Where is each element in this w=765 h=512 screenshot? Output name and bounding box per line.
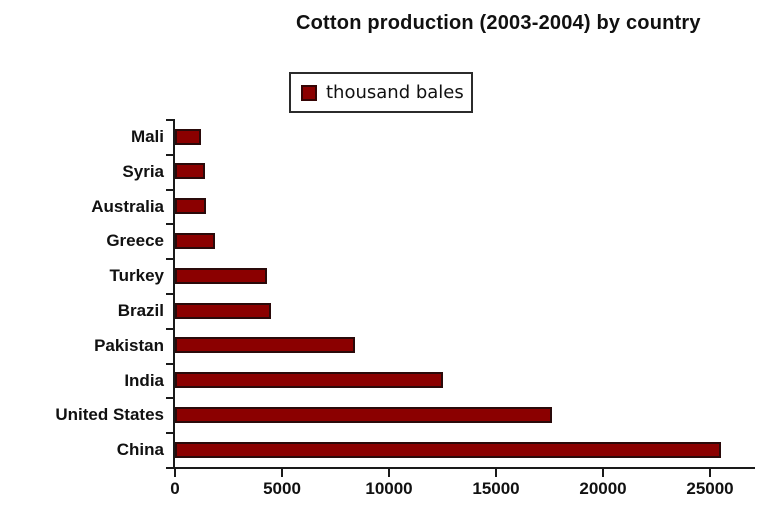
y-axis-tick xyxy=(166,397,174,399)
category-label-greece: Greece xyxy=(106,230,164,250)
category-label-pakistan: Pakistan xyxy=(94,335,164,355)
category-label-india: India xyxy=(124,370,164,390)
bar-mali xyxy=(175,129,201,145)
x-axis-tick xyxy=(174,469,176,477)
y-axis-tick xyxy=(166,119,174,121)
x-tick-label: 0 xyxy=(170,479,180,498)
legend: thousand bales xyxy=(289,72,473,113)
bar-syria xyxy=(175,163,205,179)
y-axis-tick xyxy=(166,432,174,434)
y-axis-tick xyxy=(166,189,174,191)
x-axis-line xyxy=(166,467,755,469)
bar-united-states xyxy=(175,407,552,423)
category-label-australia: Australia xyxy=(91,196,164,216)
y-axis-tick xyxy=(166,223,174,225)
category-label-mali: Mali xyxy=(130,126,164,146)
y-axis-tick xyxy=(166,258,174,260)
bar-brazil xyxy=(175,303,271,319)
x-tick-label: 20000 xyxy=(579,479,627,498)
y-axis-line xyxy=(173,119,175,469)
x-tick-label: 5000 xyxy=(263,479,301,498)
y-axis-tick xyxy=(166,467,174,469)
chart-title: Cotton production (2003-2004) by country xyxy=(296,12,701,34)
category-label-brazil: Brazil xyxy=(117,300,164,320)
x-tick-label: 25000 xyxy=(686,479,734,498)
y-axis-tick xyxy=(166,328,174,330)
x-axis-tick xyxy=(709,469,711,477)
x-axis-tick xyxy=(281,469,283,477)
category-label-turkey: Turkey xyxy=(109,265,165,285)
bar-greece xyxy=(175,233,215,249)
x-axis-tick xyxy=(388,469,390,477)
y-axis-tick xyxy=(166,154,174,156)
bar-australia xyxy=(175,198,206,214)
legend-swatch xyxy=(301,84,317,101)
x-tick-label: 10000 xyxy=(365,479,413,498)
category-label-syria: Syria xyxy=(122,161,164,181)
x-tick-label: 15000 xyxy=(472,479,520,498)
y-axis-tick xyxy=(166,293,174,295)
legend-label: thousand bales xyxy=(326,82,464,103)
bar-pakistan xyxy=(175,337,355,353)
x-axis-tick xyxy=(602,469,604,477)
y-axis-tick xyxy=(166,363,174,365)
x-axis-tick xyxy=(495,469,497,477)
bar-china xyxy=(175,442,721,458)
category-label-china: China xyxy=(116,439,164,459)
bar-india xyxy=(175,372,443,388)
bar-turkey xyxy=(175,268,267,284)
category-label-united-states: United States xyxy=(55,404,164,424)
